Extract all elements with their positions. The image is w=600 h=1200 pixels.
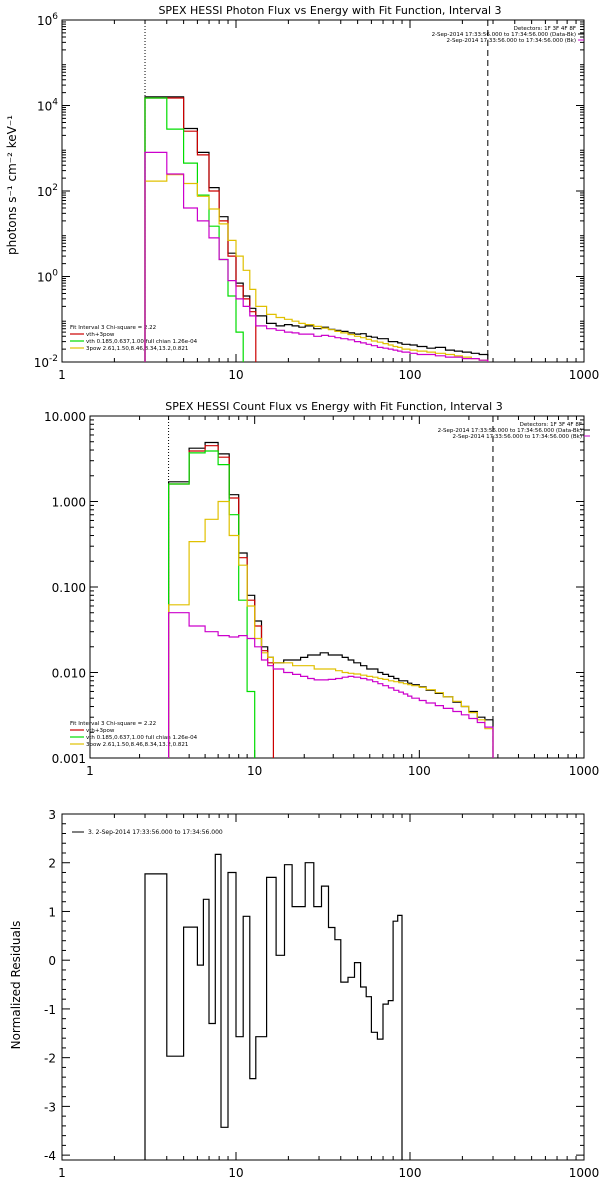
panel-title: SPEX HESSI Count Flux vs Energy with Fit… xyxy=(165,400,502,413)
x-tick-label: 1000 xyxy=(569,1166,600,1180)
y-tick-label: 0.100 xyxy=(52,581,86,595)
plot-frame xyxy=(61,19,585,363)
x-tick-label: 100 xyxy=(399,1166,422,1180)
y-tick-exponent: 6 xyxy=(52,12,58,22)
series-layer xyxy=(144,20,489,362)
y-tick-exponent: 0 xyxy=(52,269,58,279)
legend-bottom-left: Fit Interval 3 Chi-square = 2.22 vth+3po… xyxy=(70,721,198,748)
legend-vth: vth 0.185,0.637,1.00 full chian 1.26e-04 xyxy=(86,735,198,741)
legend-data-bk: 2-Sep-2014 17:33:56.000 to 17:34:56.000 … xyxy=(438,428,582,434)
plot-area-3: 1 10 100 1000 -4 -3 -2 -1 0 1 2 3 xyxy=(44,808,599,1180)
legend-detectors: Detectors: 1F 3F 4F 8F xyxy=(514,26,576,32)
y-tick-label: 102 xyxy=(37,183,58,199)
series-vth xyxy=(144,97,244,362)
y-axis-label: photons s⁻¹ cm⁻² keV⁻¹ xyxy=(5,115,19,255)
x-tick-label: 10 xyxy=(247,764,262,778)
x-tick-label: 10 xyxy=(228,368,243,382)
y-tick-label: 0 xyxy=(48,954,56,968)
series-bk xyxy=(168,612,494,758)
y-tick-label: 0.010 xyxy=(52,667,86,681)
series-3pow xyxy=(144,174,489,362)
series-layer xyxy=(144,853,403,1160)
y-axis-label: Normalized Residuals xyxy=(9,921,23,1050)
series-vth-3pow xyxy=(168,445,274,758)
plot-area-1: 1 10 100 1000 10-2 100 102 104 106 xyxy=(34,12,600,382)
y-tick-label: 2 xyxy=(48,857,56,871)
x-tick-label: 1 xyxy=(86,764,94,778)
y-tick-label: -3 xyxy=(44,1100,56,1114)
y-tick-label: 10.000 xyxy=(44,410,86,424)
legend-detectors: Detectors: 1F 3F 4F 8F xyxy=(520,422,582,428)
x-tick-label: 100 xyxy=(408,764,431,778)
x-tick-label: 1 xyxy=(58,1166,66,1180)
x-tick-label: 1000 xyxy=(569,764,600,778)
x-tick-label: 100 xyxy=(399,368,422,382)
photon-flux-panel: SPEX HESSI Photon Flux vs Energy with Fi… xyxy=(5,4,576,352)
legend-vth-3pow: vth+3pow xyxy=(86,728,115,734)
y-tick-exponent: 2 xyxy=(52,183,58,193)
legend-fit-interval: Fit Interval 3 Chi-square = 2.22 xyxy=(70,721,156,727)
panel-title: SPEX HESSI Photon Flux vs Energy with Fi… xyxy=(158,4,501,17)
y-tick-label: 10-2 xyxy=(34,354,58,370)
legend-top-right: Detectors: 1F 3F 4F 8F 2-Sep-2014 17:33:… xyxy=(438,422,582,440)
legend-bottom-left: Fit Interval 3 Chi-square = 2.22 vth+3po… xyxy=(70,325,198,352)
y-tick-label: 106 xyxy=(37,12,58,28)
series-3pow xyxy=(168,500,494,758)
y-tick-label: 3 xyxy=(48,808,56,822)
series-layer xyxy=(168,416,494,758)
plot-area-2: 1 10 100 1000 0.001 0.010 0.100 1.000 10.000 xyxy=(44,410,599,778)
legend-bk: 2-Sep-2014 17:33:56.000 to 17:34:56.000 … xyxy=(453,434,583,440)
legend-bk: 2-Sep-2014 17:33:56.000 to 17:34:56.000 … xyxy=(447,38,577,44)
y-tick-exponent: 4 xyxy=(52,98,58,108)
x-tick-label: 10 xyxy=(228,1166,243,1180)
legend-vth-3pow: vth+3pow xyxy=(86,332,115,338)
y-tick-label: -1 xyxy=(44,1003,56,1017)
y-tick-label: 100 xyxy=(37,269,58,285)
y-tick-label: 1.000 xyxy=(52,496,86,510)
count-flux-panel: SPEX HESSI Count Flux vs Energy with Fit… xyxy=(70,400,582,748)
plot-frame xyxy=(61,813,585,1161)
legend-vth: vth 0.185,0.637,1.00 full chian 1.26e-04 xyxy=(86,339,198,345)
y-tick-label: -4 xyxy=(44,1149,56,1163)
legend-top-right: Detectors: 1F 3F 4F 8F 2-Sep-2014 17:33:… xyxy=(432,26,576,44)
plot-frame xyxy=(89,415,585,759)
series-bk xyxy=(144,151,489,362)
legend-3pow: 3pow 2.61,1.50,8.46,8.34,13.2,0.821 xyxy=(86,346,188,352)
legend-interval: 3. 2-Sep-2014 17:33:56.000 to 17:34:56.0… xyxy=(88,829,223,836)
y-tick-label: -2 xyxy=(44,1052,56,1066)
y-tick-exponent: -2 xyxy=(49,354,58,364)
x-tick-label: 1 xyxy=(58,368,66,382)
legend-3pow: 3pow 2.61,1.50,8.46,8.34,13.2,0.821 xyxy=(86,742,188,748)
legend-fit-interval: Fit Interval 3 Chi-square = 2.22 xyxy=(70,325,156,331)
series-data-bk xyxy=(168,441,494,758)
x-tick-label: 1000 xyxy=(569,368,600,382)
y-tick-label: 0.001 xyxy=(52,752,86,766)
residuals-panel: Normalized Residuals 3. 2-Sep-2014 17:33… xyxy=(9,829,223,1049)
series-vth xyxy=(168,450,256,758)
y-tick-label: 1 xyxy=(48,905,56,919)
series-3-2-sep-2014-17-33-56-00 xyxy=(144,853,403,1160)
legend-data-bk: 2-Sep-2014 17:33:56.000 to 17:34:56.000 … xyxy=(432,32,576,38)
y-tick-label: 104 xyxy=(37,98,58,114)
